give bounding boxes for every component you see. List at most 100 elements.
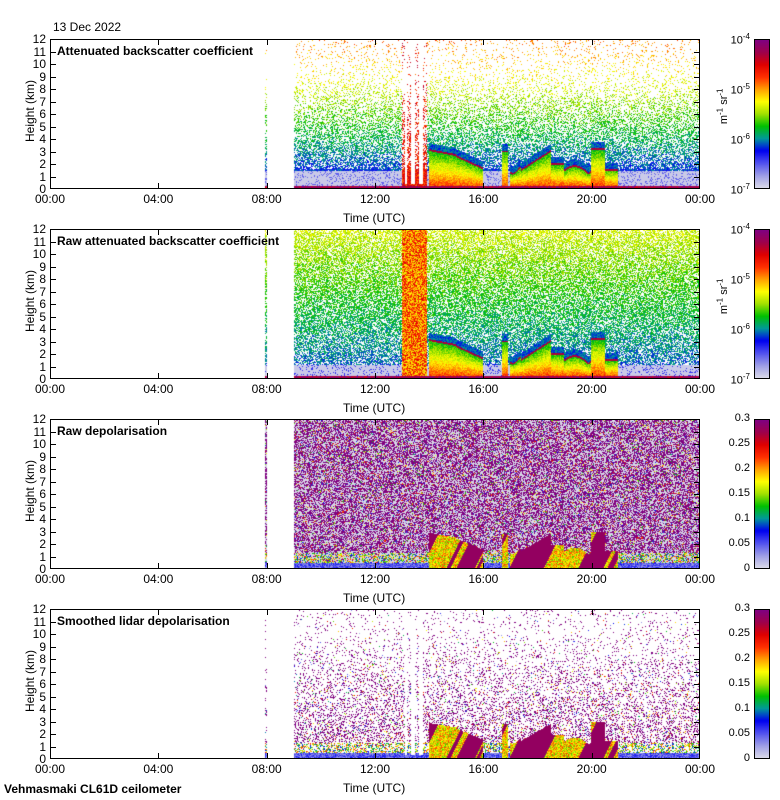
colorbar-tick-base: 0 bbox=[743, 562, 750, 574]
x-tick-mark bbox=[266, 373, 268, 378]
x-tick-label: 16:00 bbox=[468, 192, 499, 206]
x-tick-label: 12:00 bbox=[359, 382, 391, 396]
colorbar-tick-exponent: -5 bbox=[742, 82, 750, 91]
y-tick-mark bbox=[694, 621, 699, 623]
y-tick-mark bbox=[51, 366, 56, 368]
y-tick-label: 5 bbox=[39, 689, 46, 704]
colorbar-tick-base: 0.3 bbox=[734, 602, 750, 614]
y-tick-label: 9 bbox=[39, 69, 46, 84]
colorbar-unit-part: sr bbox=[718, 285, 731, 298]
x-tick-mark bbox=[375, 40, 376, 45]
x-tick-mark bbox=[375, 420, 376, 425]
y-tick-mark bbox=[51, 101, 56, 103]
colorbar-tick-base: 0.2 bbox=[734, 462, 750, 474]
y-tick-label: 8 bbox=[39, 272, 46, 286]
y-tick-mark bbox=[694, 556, 699, 558]
y-tick-mark bbox=[694, 304, 699, 305]
x-tick-mark bbox=[591, 753, 593, 758]
x-tick-mark bbox=[266, 40, 268, 45]
x-tick-mark bbox=[591, 373, 593, 378]
y-tick-label: 7 bbox=[39, 474, 46, 489]
y-tick-mark bbox=[51, 304, 56, 305]
chart-panel-rawdep: Raw depolarisation 0 1 2 3 4 5 6 7 8 9 10 11 12 00:00 0… bbox=[0, 412, 780, 609]
x-tick-label: 16:00 bbox=[468, 572, 499, 586]
panel-title: Raw depolarisation bbox=[57, 424, 168, 438]
colorbar-tick-label: 0.25 bbox=[710, 437, 750, 449]
y-tick-mark bbox=[694, 481, 699, 483]
y-tick-label: 11 bbox=[33, 44, 46, 59]
x-tick-mark bbox=[158, 183, 160, 188]
y-tick-label: 12 bbox=[32, 602, 46, 616]
date-label: 13 Dec 2022 bbox=[53, 20, 122, 34]
plot-frame bbox=[50, 229, 700, 379]
y-tick-mark bbox=[51, 316, 56, 318]
colorbar-tick-exponent: -4 bbox=[742, 222, 750, 231]
y-tick-label: 8 bbox=[39, 82, 46, 96]
y-tick-mark bbox=[694, 164, 699, 165]
heatmap-att bbox=[51, 40, 699, 188]
chart-panel-att: Attenuated backscatter coefficient 0 1 2 3 4 5… bbox=[0, 32, 780, 229]
y-tick-mark bbox=[51, 241, 56, 243]
colorbar-tick-label: 0.05 bbox=[710, 727, 750, 739]
y-tick-label: 6 bbox=[39, 487, 46, 501]
colorbar-tick-exponent: -4 bbox=[742, 32, 750, 41]
colorbar-tick-exponent: -6 bbox=[742, 322, 750, 331]
x-tick-mark bbox=[375, 753, 376, 758]
y-tick-mark bbox=[694, 696, 699, 698]
y-tick-mark bbox=[694, 684, 699, 685]
y-tick-label: 1 bbox=[39, 359, 46, 374]
x-tick-label: 12:00 bbox=[359, 192, 391, 206]
y-axis-label: Height (km) bbox=[23, 650, 37, 713]
x-tick-label: 20:00 bbox=[576, 192, 607, 206]
colorbar-tick-label: 0.2 bbox=[710, 652, 750, 664]
y-tick-mark bbox=[694, 291, 699, 293]
y-tick-label: 5 bbox=[39, 119, 46, 134]
y-tick-mark bbox=[51, 621, 56, 623]
x-tick-mark bbox=[591, 40, 593, 45]
x-tick-label: 00:00 bbox=[34, 572, 66, 586]
y-tick-mark bbox=[694, 176, 699, 178]
x-tick-mark bbox=[266, 753, 268, 758]
y-tick-mark bbox=[51, 176, 56, 178]
y-tick-mark bbox=[694, 444, 699, 445]
y-tick-mark bbox=[694, 469, 699, 470]
x-tick-label: 00:00 bbox=[34, 762, 66, 776]
colorbar-tick-exponent: -7 bbox=[742, 182, 750, 191]
y-tick-mark bbox=[694, 671, 699, 673]
colorbar-tick-label: 0 bbox=[710, 752, 750, 764]
y-tick-mark bbox=[51, 709, 56, 710]
chart-panel-smdep: Smoothed lidar depolarisation 0 1 2 3 4 5 6 7 8 9 1… bbox=[0, 602, 780, 799]
chart-panel-raw: Raw attenuated backscatter coefficient 0 1… bbox=[0, 222, 780, 419]
y-tick-mark bbox=[51, 51, 56, 53]
plot-frame bbox=[50, 419, 700, 569]
y-tick-label: 9 bbox=[39, 639, 46, 654]
plot-frame bbox=[50, 39, 700, 189]
colorbar-tick-base: 0.1 bbox=[734, 512, 750, 524]
x-tick-mark bbox=[483, 420, 485, 425]
colorbar-tick-base: 0.3 bbox=[734, 412, 750, 424]
y-tick-mark bbox=[51, 746, 56, 748]
colorbar-tick-label: 10-7 bbox=[710, 372, 750, 387]
colorbar-tick-base: 0 bbox=[743, 752, 750, 764]
y-tick-mark bbox=[51, 139, 56, 140]
colorbar-tick-base: 10 bbox=[730, 274, 743, 287]
y-tick-mark bbox=[51, 329, 56, 330]
y-tick-label: 0 bbox=[39, 562, 46, 576]
colorbar-tick-label: 0.3 bbox=[710, 412, 750, 424]
x-tick-mark bbox=[375, 610, 376, 615]
colorbar-unit-part: -1 bbox=[715, 88, 725, 96]
y-tick-mark bbox=[694, 254, 699, 255]
x-tick-mark bbox=[266, 230, 268, 235]
colorbar-tick-label: 10-7 bbox=[710, 182, 750, 197]
x-tick-mark bbox=[375, 183, 376, 188]
y-tick-label: 5 bbox=[39, 309, 46, 324]
y-tick-mark bbox=[694, 354, 699, 355]
y-tick-mark bbox=[694, 646, 699, 648]
colorbar-gradient bbox=[755, 610, 769, 758]
colorbar-tick-base: 10 bbox=[730, 134, 743, 147]
y-tick-mark bbox=[51, 164, 56, 165]
y-tick-mark bbox=[694, 431, 699, 433]
y-tick-mark bbox=[694, 241, 699, 243]
y-tick-label: 1 bbox=[39, 739, 46, 754]
y-tick-label: 2 bbox=[39, 537, 46, 551]
